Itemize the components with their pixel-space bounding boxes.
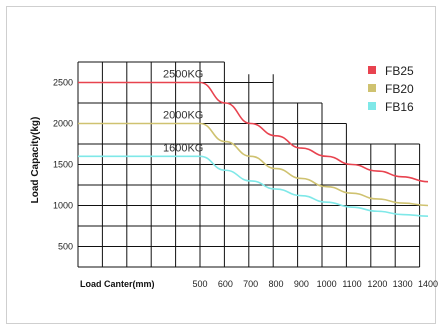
x-tick-label: 600 <box>218 279 233 289</box>
series-annotation-fb20: 2000KG <box>163 110 203 122</box>
grid <box>77 61 421 268</box>
legend-swatch-fb25 <box>368 66 376 74</box>
legend-label-fb25: FB25 <box>385 64 414 78</box>
x-tick-label: 500 <box>192 279 207 289</box>
legend: FB25 FB20 FB16 <box>368 64 414 114</box>
x-tick-label: 900 <box>294 279 309 289</box>
series-annotations: 2500KG 2000KG 1600KG <box>163 69 203 155</box>
y-tick-label: 500 <box>58 242 73 252</box>
x-tick-label: 1400 <box>418 279 438 289</box>
x-axis-label: Load Canter(mm) <box>80 279 155 289</box>
series-annotation-fb25: 2500KG <box>163 69 203 81</box>
x-tick-label: 800 <box>268 279 283 289</box>
legend-swatch-fb20 <box>368 84 376 92</box>
y-axis-ticks: 500 1000 1500 2000 2500 <box>53 78 73 252</box>
series-line-fb16 <box>78 155 429 217</box>
series-annotation-fb16: 1600KG <box>163 142 203 154</box>
y-tick-label: 2000 <box>53 119 73 129</box>
x-axis-ticks: 500 600 700 800 900 1000 1100 1200 1300 1400 <box>192 279 438 289</box>
series-line-fb20 <box>78 122 429 207</box>
x-tick-label: 1200 <box>367 279 387 289</box>
x-tick-label: 1000 <box>317 279 337 289</box>
legend-label-fb16: FB16 <box>385 100 414 114</box>
legend-label-fb20: FB20 <box>385 82 414 96</box>
y-tick-label: 1500 <box>53 160 73 170</box>
legend-swatch-fb16 <box>368 102 376 110</box>
x-tick-label: 700 <box>243 279 258 289</box>
x-tick-label: 1300 <box>393 279 413 289</box>
y-tick-label: 1000 <box>53 201 73 211</box>
y-tick-label: 2500 <box>53 78 73 88</box>
series-lines <box>78 81 429 217</box>
series-line-fb25 <box>78 81 429 183</box>
y-axis-label: Load Capacity(kg) <box>30 117 41 204</box>
x-tick-label: 1100 <box>342 279 361 289</box>
